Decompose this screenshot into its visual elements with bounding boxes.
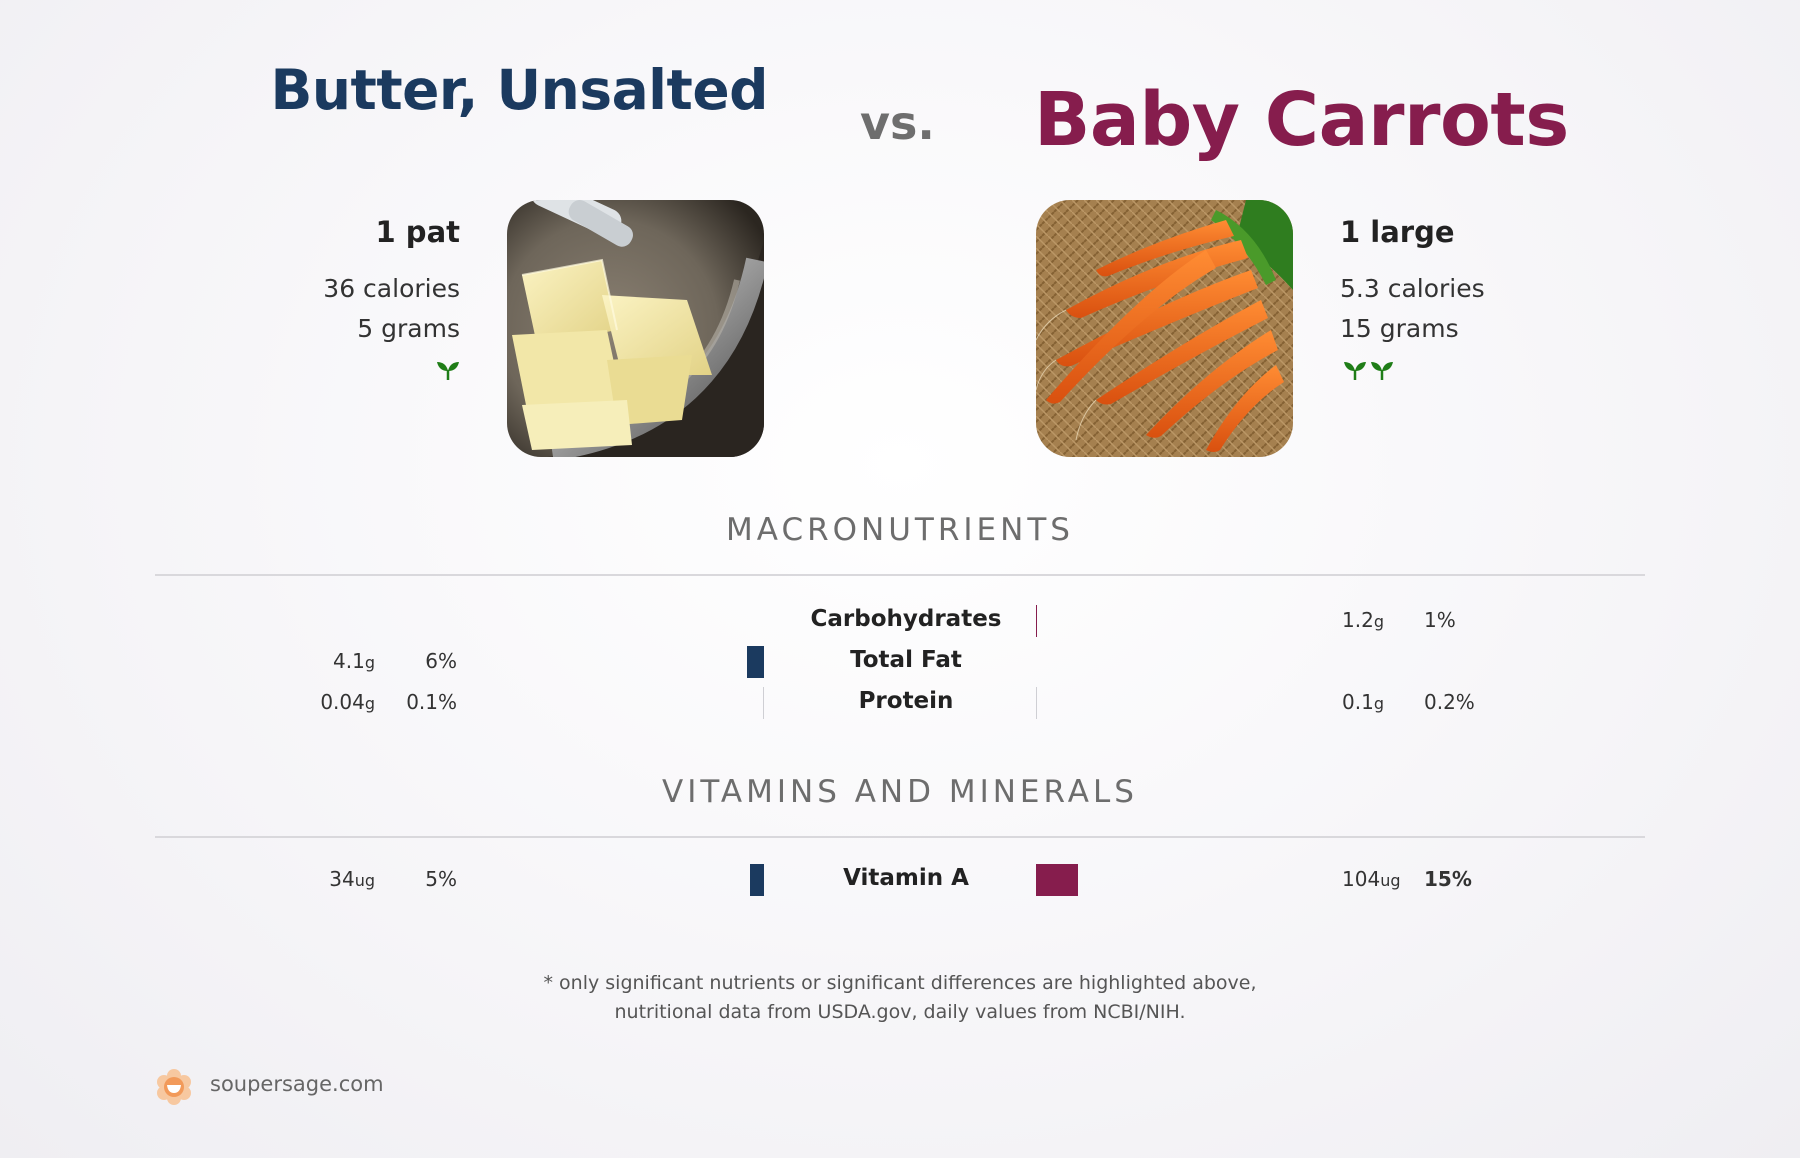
left-amount: 4.1g	[333, 649, 375, 673]
left-food-meta: 1 pat 36 calories 5 grams	[240, 215, 460, 381]
right-daily-value: 0.2%	[1424, 690, 1475, 714]
nutrient-name: Vitamin A	[843, 865, 969, 891]
nutrient-name: Carbohydrates	[810, 606, 1002, 632]
left-serving: 1 pat	[375, 215, 460, 249]
left-food-title: Butter, Unsalted	[270, 58, 768, 122]
nutrient-row: Protein 0.04g 0.1% 0.1g 0.2%	[0, 682, 1800, 722]
butter-photo	[507, 200, 764, 457]
left-amount: 0.04g	[320, 690, 375, 714]
right-food-meta: 1 large 5.3 calories 15 grams	[1340, 215, 1600, 381]
carrots-photo	[1036, 200, 1293, 457]
right-amount: 0.1g	[1342, 690, 1384, 714]
right-calories: 5.3 calories	[1340, 274, 1485, 303]
soupersage-logo-icon	[157, 1069, 191, 1105]
right-amount: 104ug	[1342, 867, 1401, 891]
left-amount: 34ug	[329, 867, 375, 891]
footnote-line-2: nutritional data from USDA.gov, daily va…	[614, 1001, 1186, 1023]
vitamins-heading: VITAMINS AND MINERALS	[662, 774, 1138, 810]
left-calories: 36 calories	[323, 274, 460, 303]
left-grams: 5 grams	[357, 314, 460, 343]
brand-link[interactable]: soupersage.com	[210, 1072, 384, 1096]
nutrient-name: Protein	[858, 688, 954, 714]
right-serving: 1 large	[1340, 215, 1455, 249]
right-daily-value: 1%	[1424, 608, 1456, 632]
nutrient-row: Carbohydrates 1.2g 1%	[0, 600, 1800, 640]
right-bar	[1036, 864, 1078, 896]
footnote: * only significant nutrients or signific…	[0, 969, 1800, 1027]
left-daily-value: 5%	[425, 867, 457, 891]
nutrient-row: Total Fat 4.1g 6%	[0, 641, 1800, 681]
sprout-icon	[437, 362, 459, 380]
right-daily-value: 15%	[1424, 867, 1472, 891]
right-amount: 1.2g	[1342, 608, 1384, 632]
sprout-icon	[1371, 362, 1393, 380]
left-bar	[763, 687, 764, 719]
left-daily-value: 0.1%	[406, 690, 457, 714]
macronutrients-divider	[155, 574, 1645, 576]
left-bar	[747, 646, 764, 678]
right-bar	[1036, 687, 1037, 719]
macronutrients-heading: MACRONUTRIENTS	[726, 512, 1074, 548]
nutrient-row: Vitamin A 34ug 5% 104ug 15%	[0, 859, 1800, 899]
nutrient-name: Total Fat	[850, 647, 962, 673]
right-bar	[1036, 605, 1037, 637]
vs-label: vs.	[860, 96, 935, 150]
left-bar	[750, 864, 764, 896]
right-sprout-rating	[1340, 359, 1600, 381]
left-sprout-rating	[240, 359, 460, 381]
left-daily-value: 6%	[425, 649, 457, 673]
right-food-title: Baby Carrots	[1034, 77, 1569, 163]
right-grams: 15 grams	[1340, 314, 1459, 343]
footnote-line-1: * only significant nutrients or signific…	[543, 972, 1257, 994]
vitamins-divider	[155, 836, 1645, 838]
sprout-icon	[1344, 362, 1366, 380]
